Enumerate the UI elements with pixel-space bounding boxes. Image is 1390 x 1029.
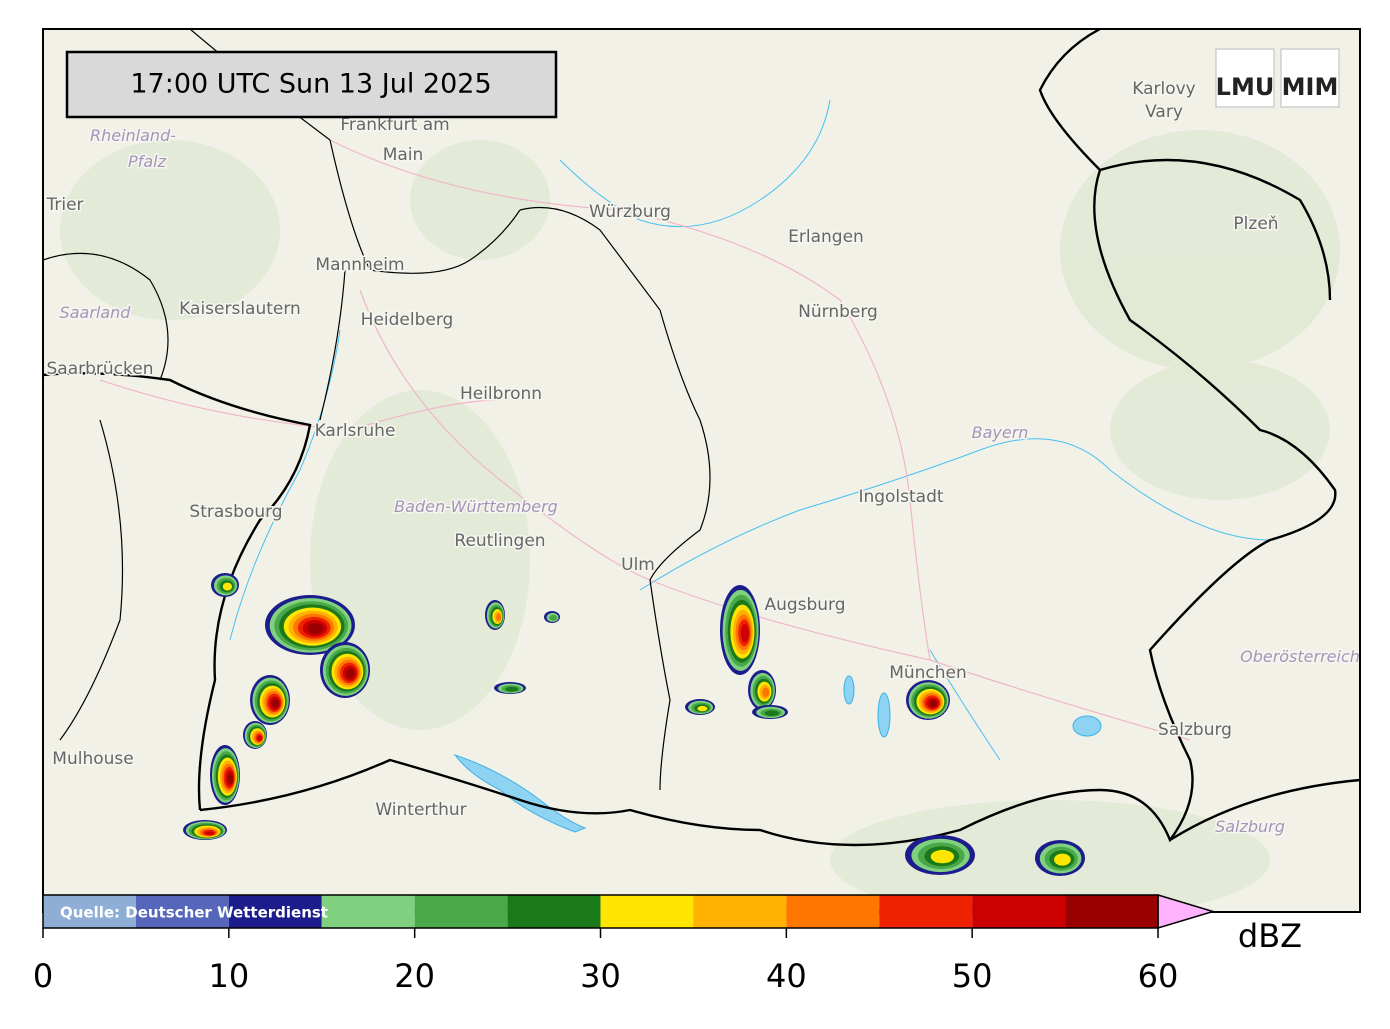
- timestamp-box: [65, 50, 558, 119]
- city-label: Heidelberg: [361, 310, 454, 330]
- logos: LMU MIM: [1215, 48, 1340, 108]
- echo: [496, 613, 502, 622]
- city-label: Strasbourg: [189, 502, 282, 522]
- city-label: Mulhouse: [52, 749, 133, 769]
- map: Frankfurt am Main Trier Würzburg Erlangen Nür…: [43, 29, 1360, 912]
- echo: [762, 687, 770, 698]
- colorbar-bin: [135, 895, 229, 928]
- source-credit: Quelle: Deutscher Wetterdienst: [60, 904, 328, 922]
- colorbar-bin: [600, 895, 694, 928]
- colorbar-tick-label: 20: [394, 957, 435, 995]
- city-label: Karlovy: [1132, 79, 1196, 99]
- city-label: Kaiserslautern: [179, 299, 301, 319]
- colorbar: 0 10 20 30 40 50 60: [33, 893, 1216, 995]
- region-label: Saarland: [60, 303, 132, 322]
- echo: [257, 735, 263, 741]
- radar-echoes: [183, 573, 1085, 876]
- place-labels: Frankfurt am Main Trier Würzburg Erlangen Nür…: [44, 78, 1360, 838]
- timestamp: 17:00 UTC Sun 13 Jul 2025: [130, 69, 491, 100]
- city-label: Nürnberg: [798, 302, 878, 322]
- echo: [205, 831, 215, 836]
- logo-box: [1280, 48, 1340, 108]
- rivers: [229, 99, 1271, 761]
- colorbar-bin: [43, 895, 136, 928]
- echo: [505, 686, 519, 692]
- echo: [697, 705, 708, 712]
- forest-areas: [60, 130, 1340, 912]
- city-label: Ingolstadt: [858, 487, 943, 507]
- echo: [549, 614, 558, 621]
- city-label: Würzburg: [589, 202, 671, 222]
- colorbar-bin: [693, 895, 787, 928]
- logo-lmu: LMU: [1216, 73, 1275, 101]
- region-label: Baden-Württemberg: [394, 497, 558, 516]
- city-label: Reutlingen: [454, 531, 545, 551]
- city-label: Trier: [45, 195, 83, 215]
- colorbar-bin: [972, 895, 1066, 928]
- region-label: Salzburg: [1215, 817, 1285, 836]
- city-label: Plzeň: [1233, 214, 1278, 234]
- echo: [345, 668, 355, 679]
- colorbar-bin: [228, 895, 322, 928]
- colorbar-tick-label: 30: [580, 957, 621, 995]
- colorbar-bin: [879, 895, 973, 928]
- echo: [929, 699, 938, 708]
- colorbar-tick-label: 40: [766, 957, 807, 995]
- colorbar-tick-label: 50: [952, 957, 993, 995]
- echo: [227, 773, 234, 785]
- echo: [740, 624, 749, 643]
- colorbar-tick-label: 60: [1138, 957, 1179, 995]
- echo: [271, 699, 280, 709]
- colorbar-bin: [414, 895, 508, 928]
- city-label: Ulm: [621, 555, 655, 575]
- region-label: Pfalz: [128, 152, 167, 171]
- city-label: Heilbronn: [460, 384, 542, 404]
- colorbar-bin: [786, 895, 880, 928]
- echo: [307, 623, 324, 635]
- city-label: Saarbrücken: [47, 359, 154, 379]
- region-label: Rheinland-: [90, 126, 176, 145]
- lakes: [453, 675, 1102, 833]
- city-label: Vary: [1145, 102, 1183, 122]
- logo-box: [1215, 48, 1275, 108]
- admin-borders: [43, 29, 711, 791]
- city-label: Mannheim: [315, 255, 404, 275]
- colorbar-bin: [1065, 895, 1158, 928]
- city-label: Augsburg: [764, 595, 845, 615]
- colorbar-bin: [321, 895, 415, 928]
- logo-mim: MIM: [1282, 73, 1339, 101]
- echo: [222, 582, 233, 591]
- country-borders: [43, 29, 1360, 847]
- city-label: Winterthur: [375, 800, 466, 820]
- colorbar-tick-label: 0: [33, 957, 53, 995]
- echo: [1054, 853, 1071, 866]
- region-label: Oberösterreich: [1240, 647, 1360, 666]
- city-label: Main: [383, 145, 424, 165]
- colorbar-bin: [507, 895, 601, 928]
- city-label: Salzburg: [1158, 720, 1232, 740]
- city-label: Frankfurt am: [340, 115, 449, 135]
- city-label: München: [889, 663, 967, 683]
- echo: [930, 849, 955, 864]
- echo: [764, 710, 779, 716]
- city-label: Erlangen: [788, 227, 864, 247]
- region-label: Bayern: [972, 423, 1029, 442]
- city-label: Karlsruhe: [315, 421, 396, 441]
- colorbar-unit: dBZ: [1238, 917, 1302, 955]
- colorbar-tick-label: 10: [208, 957, 249, 995]
- roads: [99, 139, 1191, 741]
